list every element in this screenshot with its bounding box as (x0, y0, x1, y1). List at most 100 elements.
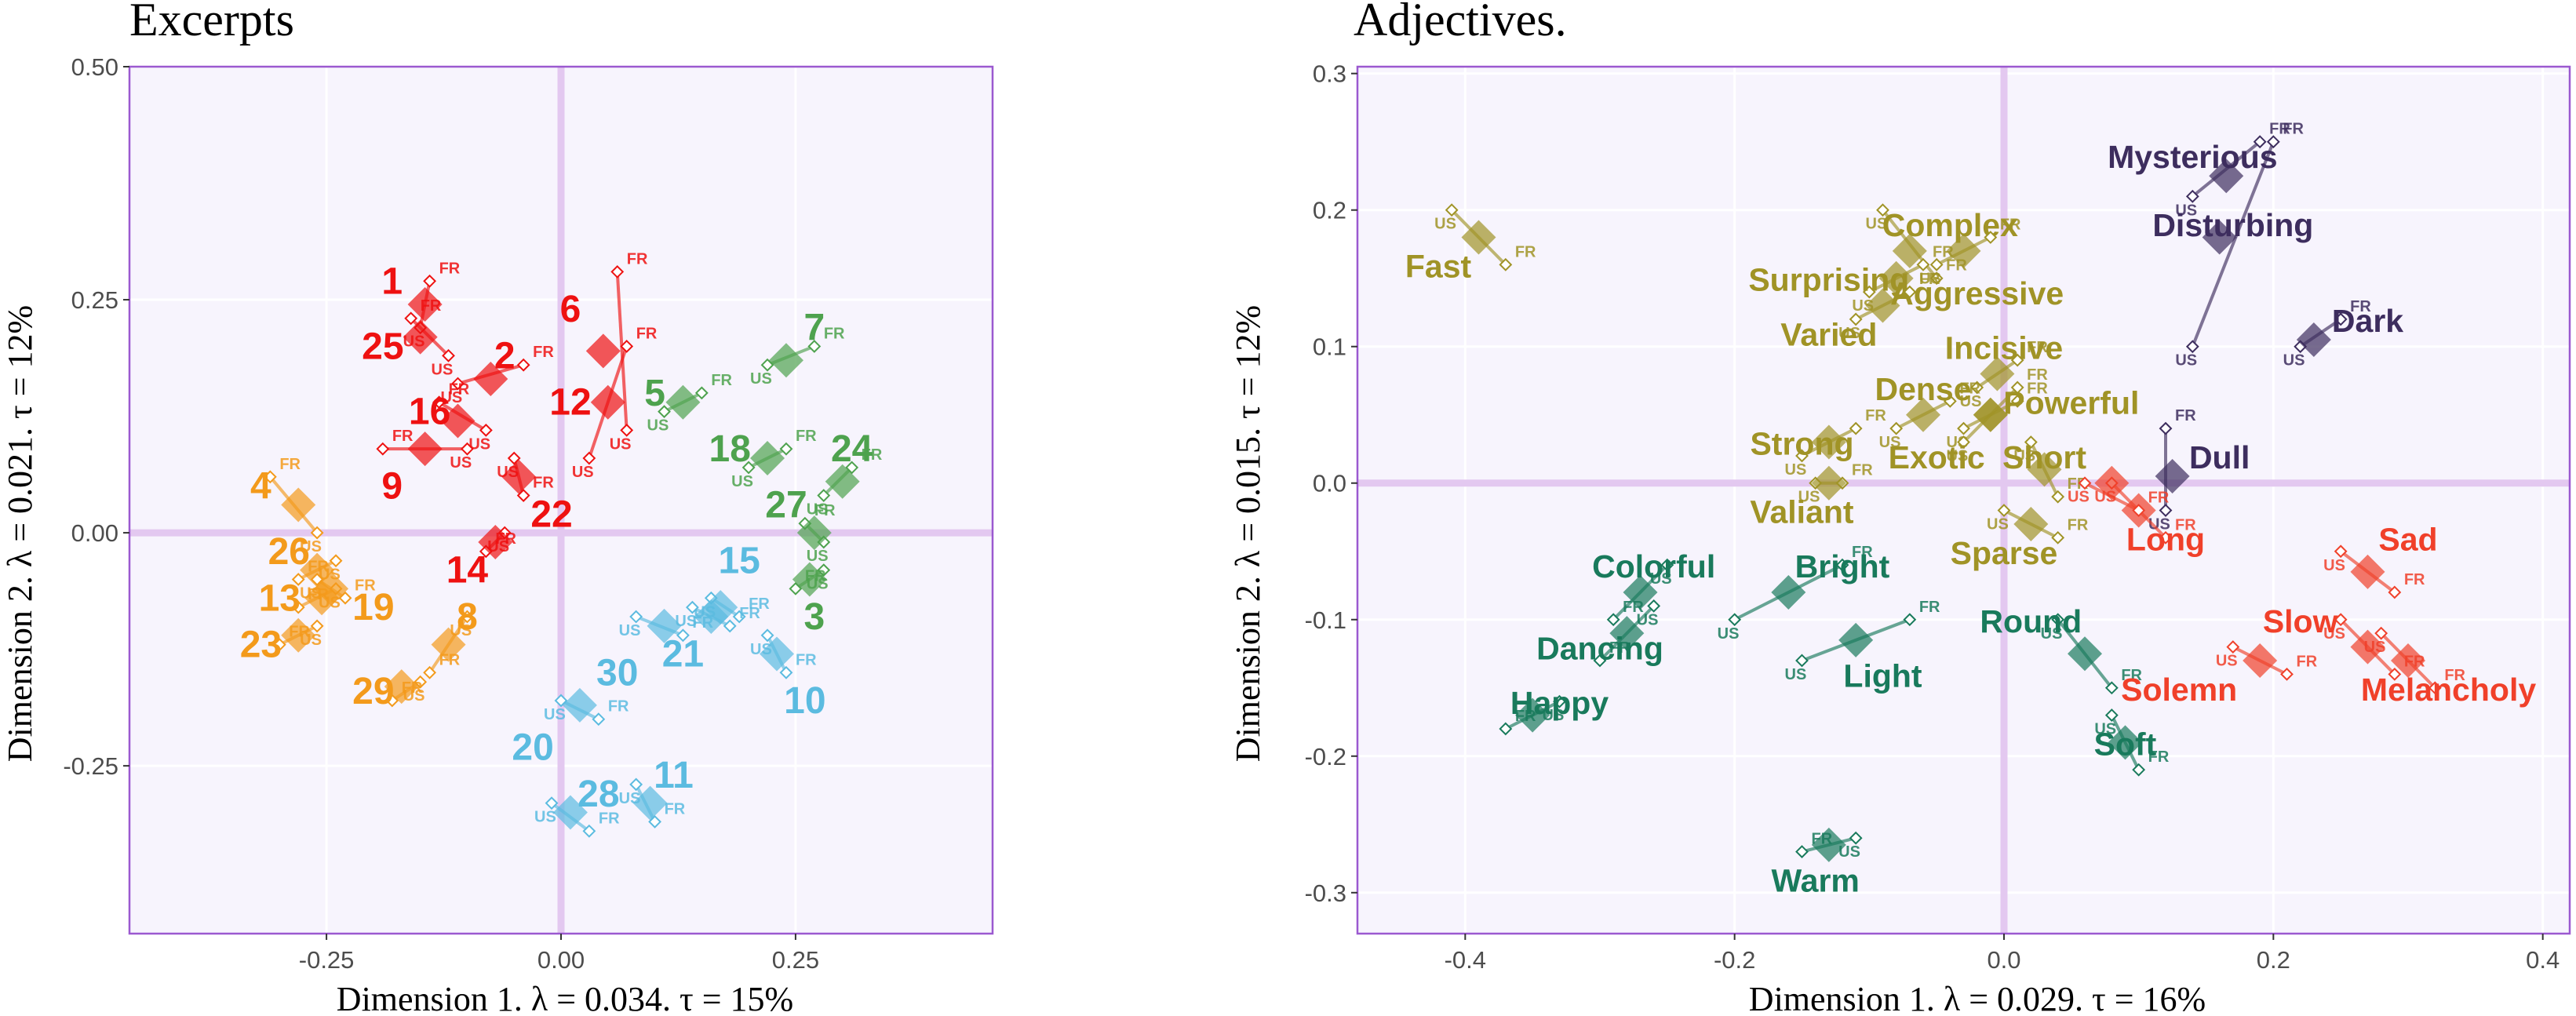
fr-marker (2159, 421, 2173, 435)
centroid-diamond (1865, 288, 1900, 323)
us-marker (817, 563, 831, 577)
us-tag: US (1434, 216, 1456, 233)
fr-marker (732, 610, 746, 624)
fr-tag: FR (749, 595, 770, 613)
centroid-diamond (760, 636, 794, 672)
us-tag: US (807, 501, 829, 519)
fr-tag: FR (814, 502, 836, 519)
us-marker (2078, 476, 2092, 490)
data-points: USFRMysteriousUSFRDisturbingUSFRDarkUSFR… (1405, 121, 2536, 899)
fr-tag: FR (308, 558, 329, 575)
fr-tag: FR (796, 428, 817, 445)
us-marker (414, 675, 428, 689)
point-red-dense: US FR (2068, 465, 2170, 517)
point-label: Incisive (1945, 330, 2063, 366)
point-label: 8 (457, 596, 478, 638)
axis-ticks: -0.4 -0.2 0.0 0.2 0.4 -0.3 -0.2 -0.1 0.0 0.1 0.2 0.… (1305, 60, 2560, 974)
fr-tag: FR (289, 624, 310, 641)
us-marker (1647, 599, 1661, 613)
centroid-diamond (384, 669, 419, 705)
fr-marker (723, 619, 737, 633)
x-tick-label: -0.25 (299, 946, 355, 974)
us-tag: US (432, 361, 454, 378)
centroid-diamond (281, 617, 316, 653)
us-marker (310, 526, 324, 540)
us-marker (760, 628, 774, 643)
fr-tag: FR (2350, 298, 2371, 315)
us-tag: US (619, 622, 641, 639)
point-label: Round (1980, 603, 2082, 639)
fr-tag: FR (739, 605, 760, 622)
us-marker (620, 423, 634, 437)
fr-tag: FR (1609, 639, 1630, 657)
point-label: Mysterious (2108, 139, 2277, 175)
us-tag: US (497, 464, 519, 481)
fr-marker (610, 264, 625, 279)
us-marker (310, 619, 324, 633)
us-tag: US (2364, 639, 2386, 656)
fr-marker (2051, 490, 2065, 504)
fr-marker (2051, 530, 2065, 544)
fr-tag: FR (824, 325, 845, 342)
adjectives-title: Adjectives. (1354, 0, 1567, 46)
fr-marker (516, 489, 530, 502)
us-tag: US (2323, 625, 2345, 643)
point-label: 10 (784, 680, 825, 722)
point-label: Complex (1882, 207, 2018, 243)
point-label: Melancholy (2361, 672, 2536, 708)
us-tag: US (750, 370, 772, 388)
point-label: Solemn (2121, 672, 2237, 708)
centroid-diamond (1811, 827, 1846, 862)
fr-marker (2388, 667, 2402, 681)
us-marker (629, 777, 643, 792)
centroid-diamond (2209, 158, 2244, 194)
us-tag: US (1866, 216, 1888, 233)
us-tag: US (1852, 297, 1874, 315)
centroid-diamond (632, 785, 668, 821)
us-tag: US (1879, 434, 1901, 451)
us-marker (1728, 613, 1742, 627)
point-round: US FR Round (1980, 603, 2143, 695)
y-tick-label: 0.0 (1313, 470, 1346, 497)
fr-marker (582, 824, 596, 838)
fr-tag: FR (805, 567, 826, 584)
adjectives-y-axis-label: Dimension 2. λ = 0.015. τ = 12% (1229, 305, 1267, 762)
point-fast: US FR Fast (1405, 203, 1536, 284)
us-tag: US (2068, 489, 2090, 506)
point-5: US FR 5 (644, 372, 732, 435)
point-label: 11 (654, 755, 694, 796)
fr-tag: FR (1515, 243, 1536, 260)
point-label: Soft (2094, 726, 2157, 762)
point-label: 19 (352, 587, 394, 628)
us-tag: US (1947, 448, 1969, 465)
fr-tag: FR (533, 475, 554, 492)
fr-marker (1984, 231, 1998, 244)
point-valiant: US FR Valiant (1750, 462, 1873, 530)
centroid-diamond (2243, 643, 2278, 678)
us-tag: US (2175, 202, 2197, 219)
us-marker (1929, 257, 1944, 271)
point-sad: US FR Sad (2323, 521, 2438, 599)
fr-marker (676, 628, 690, 643)
us-marker (2051, 613, 2065, 627)
us-marker (629, 610, 643, 624)
fr-tag: FR (627, 250, 648, 268)
us-tag: US (731, 473, 753, 490)
fr-marker (2159, 530, 2173, 544)
point-label: 24 (831, 428, 873, 470)
excerpts-x-axis-label: Dimension 1. λ = 0.034. τ = 15% (337, 980, 793, 1016)
excerpts-title: Excerpts (129, 0, 294, 46)
fr-marker (2132, 763, 2146, 777)
fr-tag: FR (711, 372, 732, 389)
us-tag: US (1650, 570, 1672, 588)
fr-tag: FR (1623, 599, 1644, 616)
us-marker (2024, 435, 2038, 449)
us-marker (1862, 285, 1876, 299)
